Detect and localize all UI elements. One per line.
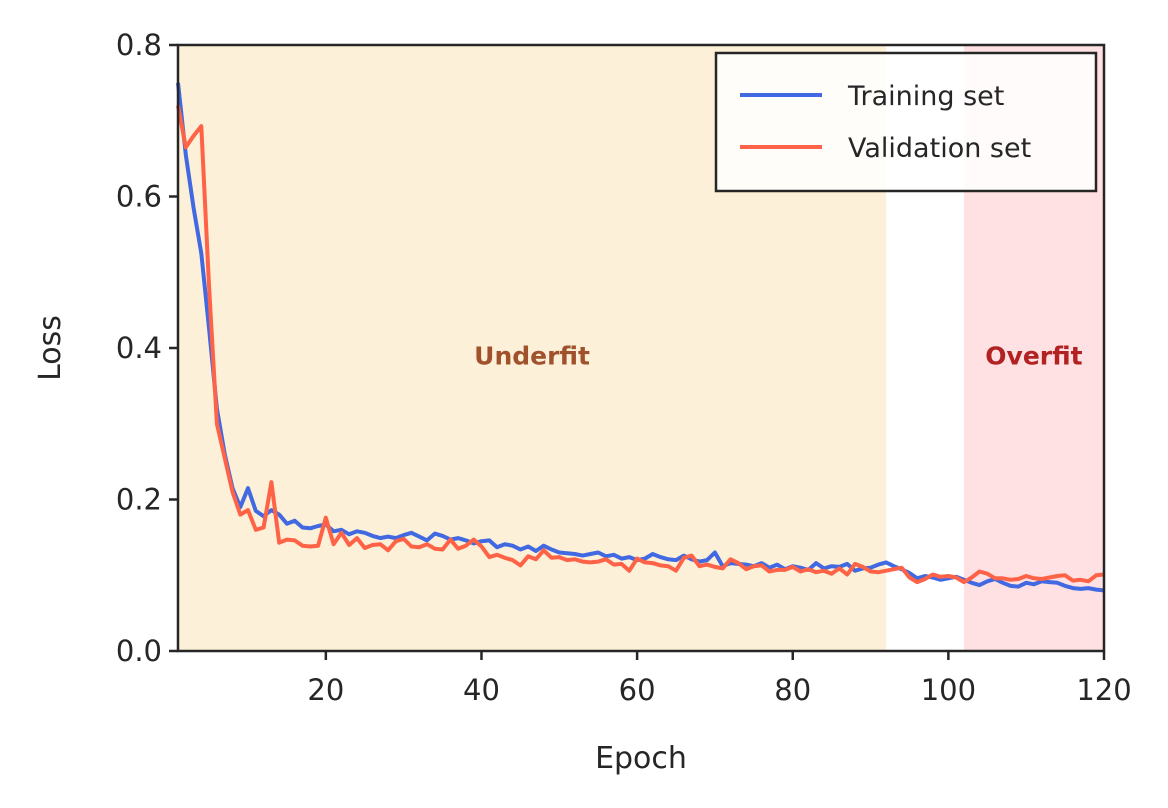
y-axis-title: Loss bbox=[33, 315, 68, 381]
legend: Training set Validation set bbox=[714, 51, 1098, 193]
y-tick-label: 0.0 bbox=[116, 634, 162, 668]
legend-label: Training set bbox=[847, 81, 1004, 112]
x-axis-title: Epoch bbox=[595, 741, 687, 776]
x-axis: 20 40 60 80 100 120 bbox=[307, 651, 1132, 707]
x-tick-label: 120 bbox=[1076, 673, 1131, 707]
legend-box bbox=[714, 51, 1098, 193]
y-tick-label: 0.6 bbox=[116, 180, 162, 214]
y-tick-label: 0.4 bbox=[116, 331, 162, 365]
y-tick-label: 0.8 bbox=[116, 28, 162, 62]
x-tick-label: 60 bbox=[619, 673, 656, 707]
x-tick-label: 40 bbox=[463, 673, 500, 707]
y-tick-label: 0.2 bbox=[116, 483, 162, 517]
x-tick-label: 80 bbox=[774, 673, 811, 707]
series-layer bbox=[176, 82, 1105, 593]
x-tick-label: 20 bbox=[307, 673, 344, 707]
region-label-underfit: Underfit bbox=[474, 342, 590, 371]
region-label-overfit: Overfit bbox=[985, 342, 1082, 371]
y-axis: 0.0 0.2 0.4 0.6 0.8 bbox=[116, 28, 178, 668]
legend-label: Validation set bbox=[848, 133, 1031, 164]
x-tick-label: 100 bbox=[921, 673, 976, 707]
series-line-validation-set bbox=[176, 105, 1105, 585]
